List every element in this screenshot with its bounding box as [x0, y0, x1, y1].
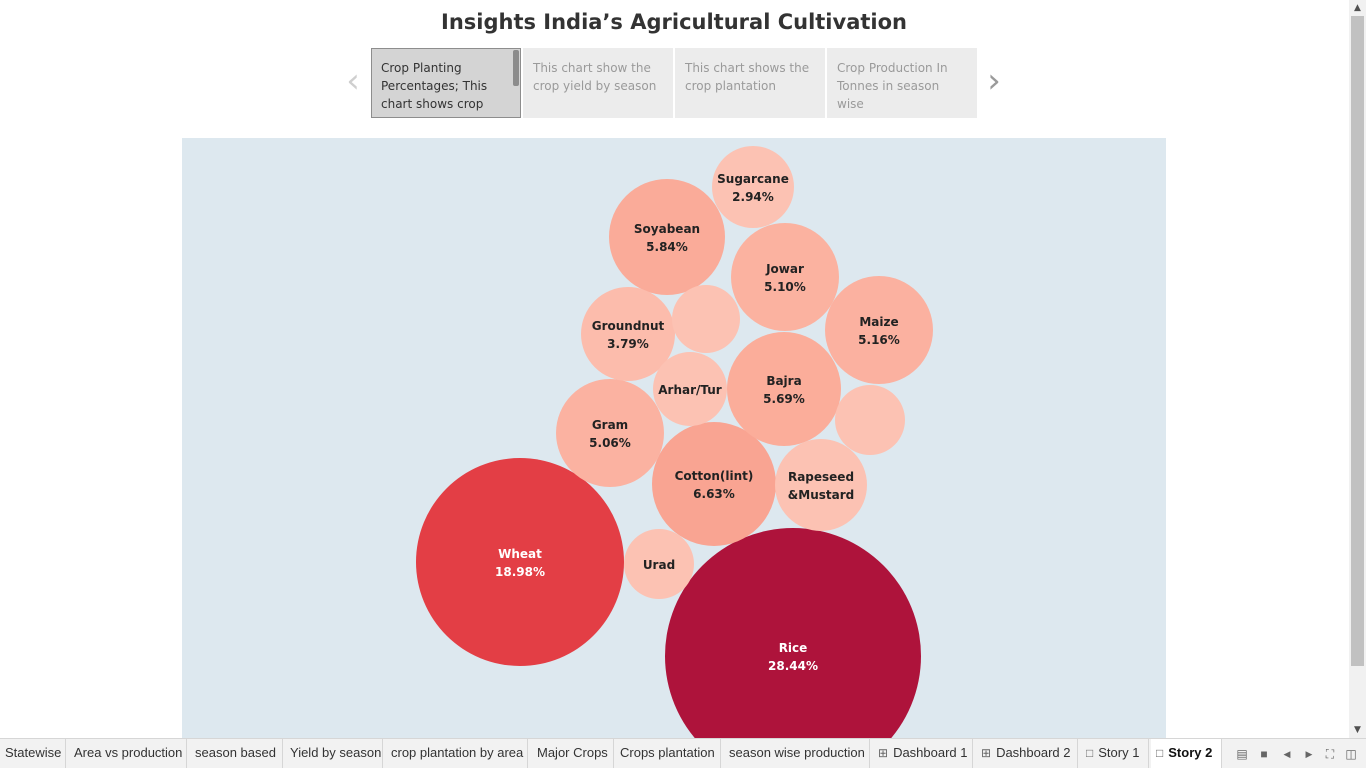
bubble-gram[interactable] [556, 379, 664, 487]
story-point-scrollbar[interactable] [513, 50, 519, 86]
dashboard-icon: ⊞ [878, 746, 889, 760]
bubble-name-label: Bajra [766, 374, 801, 388]
bubble-value-label: 3.79% [607, 337, 649, 351]
tab-story-1[interactable]: □ Story 1 [1081, 739, 1149, 768]
tab-label: Yield by season [290, 745, 382, 760]
bubble-urad[interactable] [624, 529, 694, 599]
story-point-2-text: This chart show the crop yield by season [533, 61, 657, 93]
tab-label: Dashboard 2 [996, 745, 1071, 760]
bubble-name-label: Gram [592, 418, 628, 432]
next-sheet-icon[interactable]: ▶ [1305, 749, 1313, 759]
story-point-4[interactable]: Crop Production In Tonnes in season wise [827, 48, 977, 118]
tab-dashboard-1[interactable]: ⊞ Dashboard 1 [873, 739, 973, 768]
bubble-value-label: 5.84% [646, 240, 688, 254]
dashboard-icon: ⊞ [981, 746, 992, 760]
bubble-name-label: Arhar/Tur [658, 383, 722, 397]
story-icon: □ [1086, 746, 1094, 760]
bubble-name-label: Jowar [765, 262, 804, 276]
bubble-unlabeled-13[interactable] [672, 285, 740, 353]
bubble-cotton-lint[interactable] [652, 422, 776, 546]
bubble-bajra[interactable] [727, 332, 841, 446]
bubble-name-label: Maize [859, 315, 898, 329]
present-icon[interactable]: ◫ [1345, 747, 1357, 761]
bubble-chart: Rice 28.44% Wheat 18.98% Cotton(lint) 6.63% So… [416, 146, 933, 738]
bubble-name-label: Rapeseed [788, 470, 854, 484]
tab-season-wise-production[interactable]: season wise production [724, 739, 870, 768]
bubble-arhar-tur[interactable] [653, 352, 727, 426]
story-point-1-text: Crop Planting Percentages; This chart sh… [381, 61, 488, 111]
bubble-soyabean[interactable] [609, 179, 725, 295]
tab-statewise[interactable]: Statewise [0, 739, 66, 768]
bubble-value-label: 18.98% [495, 565, 545, 579]
tab-label: season wise production [729, 745, 865, 760]
bubble-rapeseed-mustard[interactable] [775, 439, 867, 531]
tab-yield-by-season[interactable]: Yield by season [285, 739, 383, 768]
tab-major-crops[interactable]: Major Crops [532, 739, 614, 768]
scroll-down-arrow-icon[interactable]: ▼ [1354, 725, 1361, 735]
bubble-name-label: Cotton(lint) [675, 469, 754, 483]
vertical-scrollbar[interactable]: ▲ ▼ [1349, 0, 1366, 738]
tab-label: crop plantation by area [391, 745, 524, 760]
tab-label: Statewise [5, 745, 62, 760]
bubble-name-label: Soyabean [634, 222, 700, 236]
story-point-3[interactable]: This chart shows the crop plantation [675, 48, 825, 118]
tab-label: Area vs production [74, 745, 183, 760]
story-icon: □ [1156, 746, 1164, 760]
bubble-value-label: 2.94% [732, 190, 774, 204]
bubble-rice[interactable] [665, 528, 921, 738]
chevron-right-icon[interactable]: › [987, 61, 1001, 101]
bubble-value-label: 5.69% [763, 392, 805, 406]
story-point-3-text: This chart shows the crop plantation [685, 61, 810, 93]
bubble-jowar[interactable] [731, 223, 839, 331]
tab-area-vs-production[interactable]: Area vs production [69, 739, 187, 768]
bubble-name-label: Urad [643, 558, 675, 572]
tab-story-2[interactable]: □ Story 2 [1151, 739, 1222, 768]
tab-dashboard-2[interactable]: ⊞ Dashboard 2 [976, 739, 1078, 768]
tab-crop-plantation-by-area[interactable]: crop plantation by area [386, 739, 528, 768]
story-point-2[interactable]: This chart show the crop yield by season [523, 48, 673, 118]
tab-label: Story 2 [1168, 745, 1213, 760]
tab-season-based[interactable]: season based [190, 739, 283, 768]
page-title: Insights India’s Agricultural Cultivatio… [441, 10, 907, 34]
scroll-up-arrow-icon[interactable]: ▲ [1354, 3, 1361, 13]
bubble-name-label: &Mustard [788, 488, 854, 502]
bubble-wheat[interactable] [416, 458, 624, 666]
scroll-thumb[interactable] [1351, 16, 1364, 666]
story-point-1[interactable]: Crop Planting Percentages; This chart sh… [371, 48, 521, 118]
bubble-groundnut[interactable] [581, 287, 675, 381]
bubble-chart-area: Rice 28.44% Wheat 18.98% Cotton(lint) 6.63% So… [182, 138, 1166, 738]
bubble-value-label: 5.16% [858, 333, 900, 347]
chevron-left-icon[interactable]: ‹ [346, 61, 360, 101]
tab-label: Dashboard 1 [893, 745, 968, 760]
bubble-name-label: Wheat [498, 547, 542, 561]
bubble-name-label: Groundnut [592, 319, 665, 333]
fullscreen-icon[interactable]: ⛶ [1325, 747, 1335, 761]
tab-crops-plantation[interactable]: Crops plantation [615, 739, 721, 768]
sheet-sorter-icon[interactable]: ■ [1260, 747, 1268, 761]
bubble-unlabeled-14[interactable] [835, 385, 905, 455]
story-point-4-text: Crop Production In Tonnes in season wise [837, 61, 948, 111]
bubble-value-label: 28.44% [768, 659, 818, 673]
sheet-tab-bar: Statewise Area vs production season base… [0, 738, 1366, 768]
tab-label: Major Crops [537, 745, 608, 760]
tab-view-icon[interactable]: ▤ [1236, 747, 1248, 761]
tab-label: Story 1 [1098, 745, 1140, 760]
bubble-value-label: 5.10% [764, 280, 806, 294]
bubble-maize[interactable] [825, 276, 933, 384]
previous-sheet-icon[interactable]: ◀ [1283, 749, 1291, 759]
bubble-name-label: Rice [779, 641, 808, 655]
tab-label: season based [195, 745, 276, 760]
bubble-value-label: 5.06% [589, 436, 631, 450]
tab-label: Crops plantation [620, 745, 715, 760]
bubble-value-label: 6.63% [693, 487, 735, 501]
bubble-name-label: Sugarcane [717, 172, 789, 186]
bubble-sugarcane[interactable] [712, 146, 794, 228]
